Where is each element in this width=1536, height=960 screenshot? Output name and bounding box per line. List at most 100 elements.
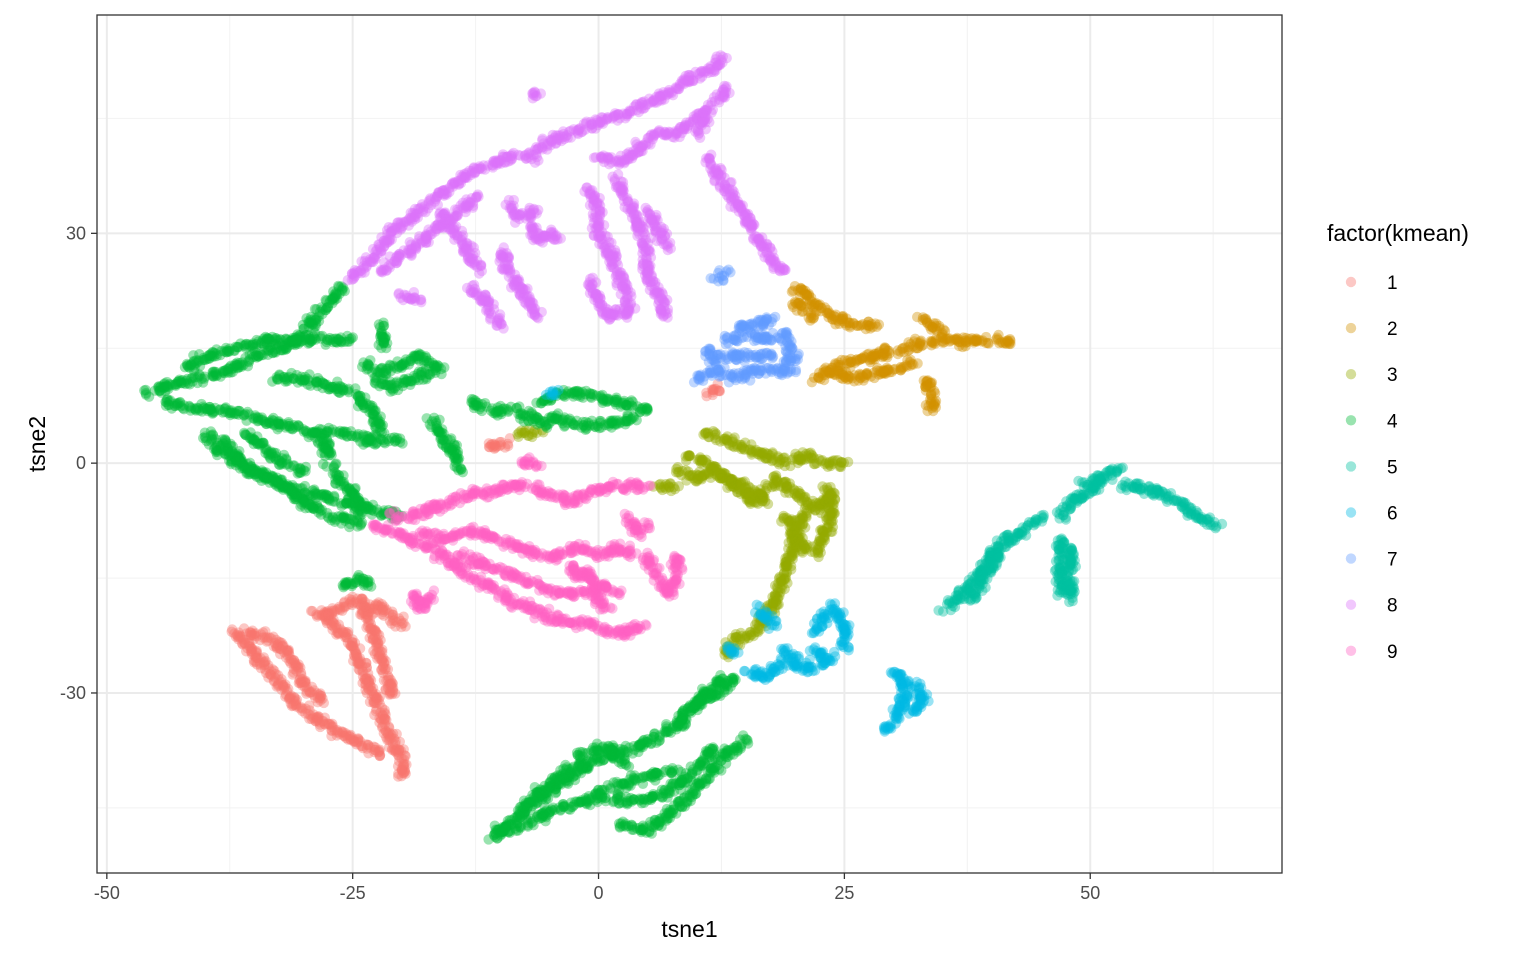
point — [295, 667, 307, 678]
point — [353, 733, 364, 744]
point — [370, 706, 382, 717]
point — [361, 673, 372, 684]
point — [373, 694, 384, 706]
point — [330, 478, 341, 489]
point — [265, 669, 276, 680]
point — [590, 421, 601, 433]
point — [161, 376, 173, 388]
point — [361, 743, 373, 754]
point — [293, 659, 304, 670]
point — [297, 705, 308, 717]
point — [341, 730, 352, 741]
point — [357, 666, 369, 678]
point — [379, 719, 390, 730]
point — [386, 729, 397, 741]
point — [273, 674, 284, 685]
point — [140, 389, 152, 400]
point — [290, 661, 301, 672]
point — [282, 374, 293, 385]
point — [720, 433, 731, 444]
point — [384, 727, 395, 738]
point — [878, 365, 889, 376]
point — [851, 320, 863, 331]
grid-major — [97, 15, 1282, 873]
point — [304, 705, 315, 716]
point — [342, 336, 353, 347]
point — [572, 749, 583, 761]
point — [293, 677, 305, 689]
point — [369, 709, 380, 721]
point — [399, 758, 410, 770]
point — [780, 487, 791, 498]
point — [610, 415, 622, 426]
point — [246, 647, 257, 658]
point — [329, 725, 340, 736]
point — [304, 687, 316, 698]
point — [282, 645, 293, 656]
point — [354, 643, 366, 654]
point — [331, 724, 343, 736]
point — [872, 348, 883, 359]
point — [326, 730, 337, 742]
point — [230, 631, 241, 642]
point — [353, 658, 364, 669]
point — [337, 626, 349, 637]
point — [288, 667, 299, 678]
point — [329, 492, 340, 503]
point — [312, 715, 323, 726]
point — [363, 677, 375, 688]
point — [370, 742, 381, 753]
point — [761, 452, 773, 464]
point — [712, 464, 723, 475]
point — [295, 702, 307, 713]
point — [248, 657, 260, 668]
point — [297, 703, 308, 714]
point — [272, 680, 284, 691]
point — [361, 657, 372, 669]
point — [297, 680, 308, 691]
point — [313, 711, 324, 722]
point — [300, 675, 311, 686]
point — [332, 726, 344, 737]
point — [260, 655, 271, 667]
point — [274, 637, 286, 648]
point — [269, 665, 280, 676]
point — [251, 659, 263, 670]
point — [709, 762, 721, 773]
point — [278, 647, 290, 658]
point — [368, 697, 379, 708]
point — [233, 634, 244, 645]
point — [363, 681, 374, 692]
point — [504, 825, 516, 837]
point — [290, 698, 302, 710]
point — [259, 656, 270, 668]
point — [258, 652, 269, 663]
point — [314, 719, 326, 730]
point — [339, 731, 350, 742]
point — [347, 634, 358, 645]
point — [359, 674, 371, 685]
point — [326, 620, 338, 631]
point — [363, 684, 374, 695]
point — [280, 691, 291, 702]
point — [851, 355, 863, 367]
point — [374, 712, 385, 724]
point — [375, 707, 386, 718]
point — [287, 669, 298, 680]
point — [295, 662, 306, 673]
point — [393, 771, 404, 782]
point — [227, 624, 238, 635]
point — [742, 487, 754, 498]
point — [270, 668, 281, 680]
point — [210, 368, 222, 379]
point — [977, 570, 988, 581]
point — [233, 627, 244, 638]
point — [241, 415, 252, 426]
point — [376, 702, 388, 714]
point — [346, 640, 357, 652]
point — [393, 613, 405, 624]
point — [378, 610, 390, 621]
point — [281, 685, 293, 697]
point — [229, 407, 240, 418]
point — [291, 665, 302, 677]
